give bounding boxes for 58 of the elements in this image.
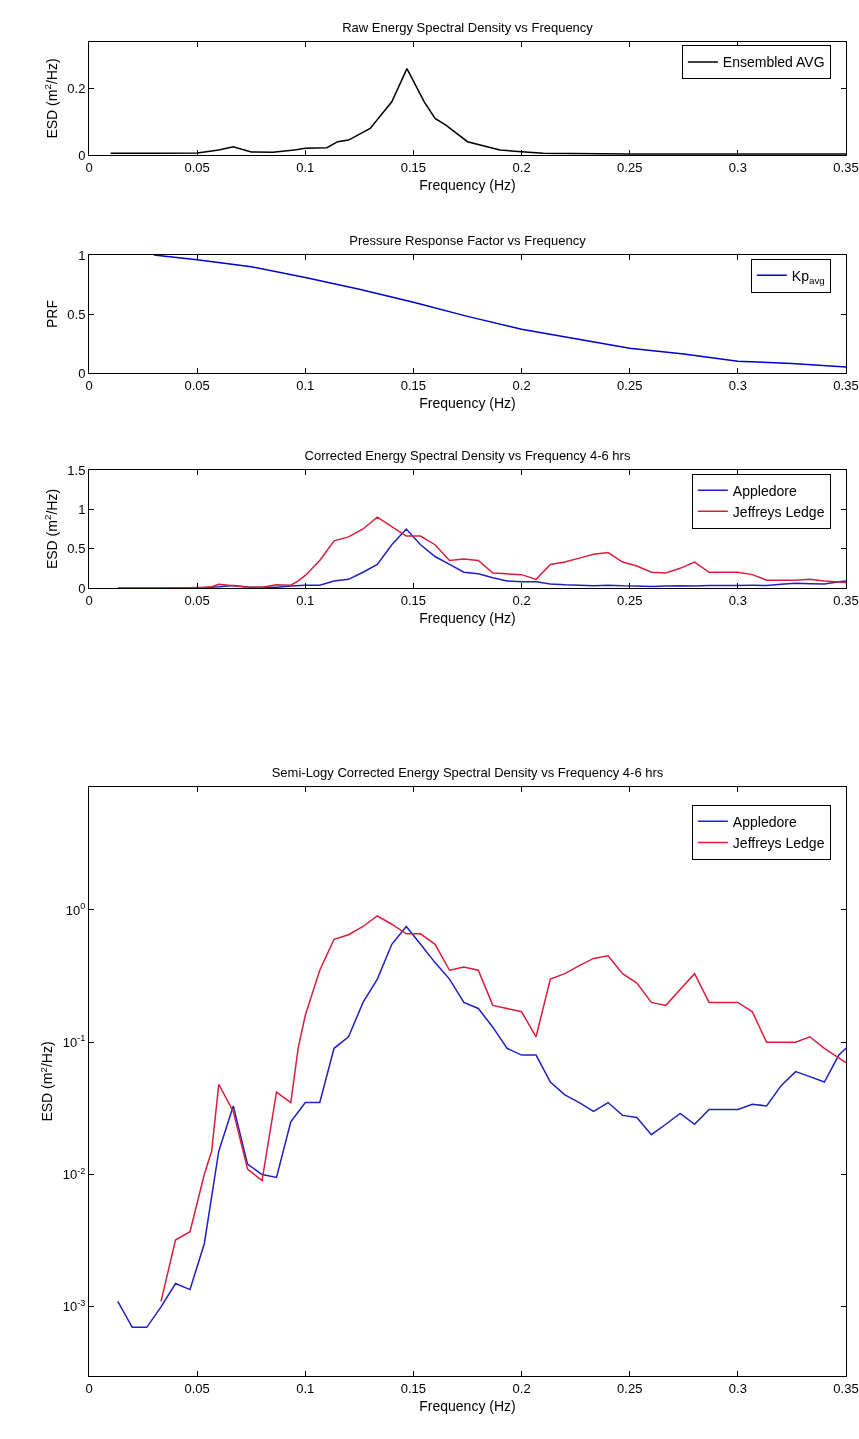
x-tick-label: 0.35 [833,159,859,175]
x-tick-label: 0.1 [296,1380,315,1396]
x-axis-title: Frequency (Hz) [419,609,516,626]
y-axis-title: PRF [43,300,60,328]
y-tick-label: 10$^{0}$ [65,901,86,918]
x-tick-label: 0.35 [833,592,859,608]
x-tick-label: 0.2 [512,377,531,393]
x-tick-label: 0.25 [617,159,643,175]
y-tick-label: 1 [78,501,86,517]
x-tick-label: 0.05 [184,377,210,393]
line-series [117,528,846,588]
legend-label: Jeffreys Ledge [732,834,825,851]
legend-label: Kp$_{avg}$ [791,267,825,286]
chart-title: Raw Energy Spectral Density vs Frequency [342,20,594,35]
x-tick-label: 0.3 [728,377,747,393]
x-tick-label: 0.35 [833,1380,859,1396]
x-tick-label: 0.25 [617,377,643,393]
y-tick-label: 0 [78,580,86,596]
x-tick-label: 0.3 [728,159,747,175]
x-axis-title: Frequency (Hz) [419,176,516,193]
x-tick-label: 0.1 [296,159,315,175]
y-tick-label: 1.5 [67,462,86,478]
x-tick-label: 0.05 [184,592,210,608]
x-tick-label: 0.3 [728,592,747,608]
y-tick-label: 10$^{-2}$ [62,1165,86,1183]
legend-label: Jeffreys Ledge [732,503,825,520]
x-tick-label: 0.15 [400,159,427,175]
y-tick-label: 0.2 [67,81,86,97]
x-tick-label: 0.3 [728,1380,747,1396]
chart-title: Corrected Energy Spectral Density vs Frequency 4-6 hrs [304,448,631,463]
x-tick-label: 0.2 [512,592,531,608]
legend-label: Ensembled AVG [722,54,825,71]
x-axis-title: Frequency (Hz) [419,1397,516,1414]
y-tick-label: 0 [78,147,86,163]
y-tick-label: 0.5 [67,306,86,322]
x-tick-label: 0.05 [184,159,210,175]
y-tick-label: 0.5 [67,541,86,557]
chart-title: Semi-Logy Corrected Energy Spectral Density vs Frequency 4-6 hrs [271,765,664,780]
y-tick-label: 10$^{-1}$ [62,1033,86,1050]
legend-label: Appledore [732,482,797,499]
x-axis-title: Frequency (Hz) [419,394,516,411]
x-tick-label: 0.1 [296,592,315,608]
x-tick-label: 0.2 [512,1380,531,1396]
y-tick-label: 1 [78,247,86,263]
y-tick-label: 0 [78,365,86,381]
x-tick-label: 0.05 [184,1380,210,1396]
x-tick-label: 0.2 [512,159,531,175]
x-tick-label: 0.1 [296,377,315,393]
x-tick-label: 0.25 [617,1380,643,1396]
chart-title: Pressure Response Factor vs Frequency [349,233,587,248]
line-series [153,255,846,368]
y-tick-label: 10$^{-3}$ [62,1297,86,1315]
x-tick-label: 0.15 [400,377,427,393]
x-tick-label: 0.35 [833,377,859,393]
x-tick-label: 0.25 [617,592,643,608]
x-tick-label: 0.15 [400,1380,427,1396]
x-tick-label: 0.15 [400,592,427,608]
legend-label: Appledore [732,813,797,830]
